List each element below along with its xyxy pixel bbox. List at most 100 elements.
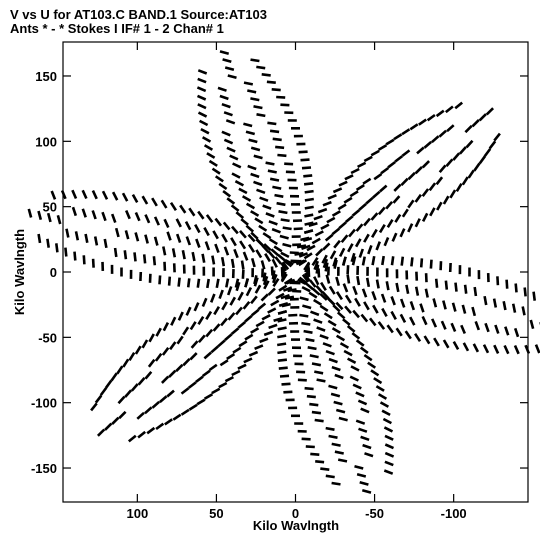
uv-point [384,460,394,467]
uv-point [399,298,406,308]
uv-point [279,234,289,240]
uv-point [262,275,269,286]
uv-point [404,330,412,340]
uv-point [315,460,325,464]
uv-point [197,210,205,220]
uv-point [296,244,307,249]
uv-point [342,283,349,293]
uv-point [373,377,383,385]
uv-point [304,197,315,202]
uv-point [137,430,147,439]
uv-point [337,203,347,211]
uv-point [358,202,367,211]
uv-point [191,251,196,262]
uv-point [71,189,78,200]
uv-point [205,214,214,223]
uv-point [308,279,317,288]
uv-point [473,286,478,297]
uv-point [384,443,395,450]
uv-point [331,227,341,236]
uv-point [324,262,329,272]
uv-point [121,192,129,202]
uv-point [514,283,518,293]
uv-point [317,268,321,278]
uv-point [180,387,190,395]
uv-point [278,284,288,292]
uv-point [360,313,369,323]
uv-point [130,383,139,392]
uv-point [301,285,311,293]
uv-point [463,284,468,294]
uv-point [356,275,361,286]
uv-point [244,314,253,323]
uv-point [184,220,192,231]
uv-point [387,160,396,169]
uv-point [134,211,141,222]
uv-point [350,167,360,175]
uv-point [172,413,182,421]
uv-point [221,233,228,243]
uv-point [325,274,331,284]
uv-point [278,366,288,370]
uv-point [474,320,481,331]
uv-point [401,149,411,157]
uv-point [240,260,245,270]
uv-point [332,257,338,267]
uv-point [253,180,263,187]
uv-point [197,111,208,118]
uv-point [338,221,347,230]
uv-point [201,253,206,263]
uv-point [430,135,440,144]
uv-point [354,464,364,470]
uv-point [193,302,200,312]
uv-point [268,238,278,246]
uv-point [267,307,277,314]
uv-point [410,257,414,267]
uv-point [445,158,454,167]
uv-point [465,139,474,149]
y-axis-label: Kilo Wavlngth [12,229,27,315]
uv-point [271,270,276,280]
uv-point [331,365,341,372]
uv-point [455,183,463,192]
uv-point [281,382,291,386]
uv-point [101,190,109,200]
uv-point [315,284,324,294]
uv-point [220,317,228,327]
uv-point [111,416,120,426]
uv-point [245,287,253,297]
uv-point [208,363,218,372]
uv-point [253,154,263,160]
uv-point [326,216,336,224]
uv-point [245,202,256,210]
uv-point [254,284,262,294]
uv-point [298,150,308,154]
uv-point [315,248,324,257]
uv-point [267,287,276,296]
uv-point [250,172,260,179]
uv-point [229,154,239,161]
uv-point [304,221,314,226]
uv-point [200,127,210,135]
uv-point [357,161,367,169]
uv-point [484,322,490,333]
uv-point [370,369,380,377]
uv-point [275,292,285,300]
uv-point [521,306,526,316]
uv-point [99,387,108,396]
uv-point [123,250,128,260]
uv-point [209,293,216,303]
uv-point [196,86,207,93]
uv-point [328,384,338,390]
uv-point [230,258,235,269]
uv-point [348,228,356,238]
uv-point [267,250,276,260]
uv-point [370,228,378,238]
uv-point [232,346,242,354]
uv-point [197,334,206,344]
uv-point [243,357,253,364]
uv-point [280,218,290,223]
uv-point [306,394,316,399]
uv-point [309,354,319,359]
